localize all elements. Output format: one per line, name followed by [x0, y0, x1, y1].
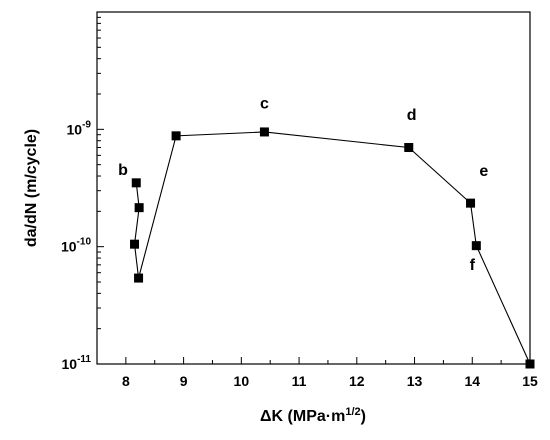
y-tick-label: 10-11 — [62, 354, 92, 372]
data-point — [404, 143, 414, 153]
x-tick-label: 11 — [292, 373, 307, 389]
x-tick-label: 15 — [522, 373, 538, 389]
point-label-c: c — [260, 96, 269, 113]
point-label-b: b — [118, 162, 128, 179]
point-label-f: f — [470, 257, 476, 274]
plot-area — [96, 11, 531, 365]
data-point — [259, 127, 269, 137]
data-point — [134, 273, 144, 283]
point-annotations: b c d e f — [118, 96, 488, 275]
y-axis-title: da/dN (m/cycle) — [23, 129, 40, 247]
point-label-d: d — [407, 107, 417, 124]
axis-ticks — [96, 16, 531, 365]
y-tick-label: 10-10 — [61, 237, 91, 255]
x-tick-label: 10 — [234, 373, 250, 389]
data-point — [131, 178, 141, 188]
data-point — [134, 203, 144, 213]
x-tick-label: 9 — [180, 373, 188, 389]
x-axis-title: ΔK (MPa·m1/2) — [260, 406, 366, 425]
data-point — [525, 359, 535, 369]
x-tick-label: 8 — [122, 373, 130, 389]
x-tick-label: 13 — [407, 373, 423, 389]
point-label-e: e — [479, 163, 488, 180]
data-point — [130, 239, 140, 249]
y-tick-label: 10-9 — [67, 119, 92, 137]
tick-labels: 8 9 10 11 12 13 14 15 10-11 10-10 10-9 — [61, 119, 538, 389]
data-point — [466, 198, 476, 208]
data-point — [471, 241, 481, 251]
x-tick-label: 12 — [349, 373, 365, 389]
x-tick-label: 14 — [464, 373, 480, 389]
data-point — [171, 131, 181, 141]
series-line — [133, 131, 531, 365]
data-markers — [130, 127, 535, 369]
